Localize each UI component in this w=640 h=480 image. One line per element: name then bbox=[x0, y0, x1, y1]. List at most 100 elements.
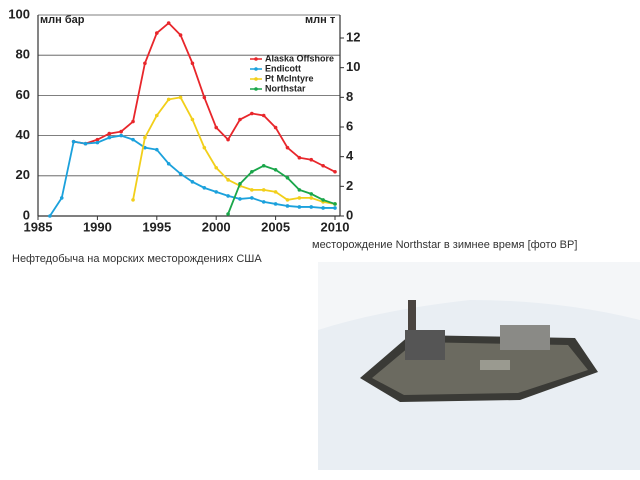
data-point bbox=[48, 214, 52, 218]
data-point bbox=[202, 95, 207, 100]
data-point bbox=[261, 113, 266, 118]
data-point bbox=[250, 188, 254, 192]
data-point bbox=[285, 198, 290, 202]
y2-axis-label: млн т bbox=[305, 14, 336, 26]
legend-label: Northstar bbox=[265, 83, 306, 93]
data-point bbox=[178, 33, 183, 37]
x-tick-label: 1995 bbox=[142, 219, 171, 234]
data-point bbox=[143, 135, 147, 140]
data-point bbox=[285, 145, 290, 150]
x-tick-label: 1985 bbox=[24, 219, 53, 234]
caption-text: Нефтедобыча на морских месторождениях СШ… bbox=[12, 253, 262, 265]
y2-tick-label: 4 bbox=[346, 148, 354, 163]
data-point bbox=[238, 117, 242, 122]
y-tick-label: 20 bbox=[16, 167, 30, 182]
y-tick-label: 40 bbox=[16, 127, 30, 142]
legend-marker bbox=[254, 67, 258, 71]
y2-tick-label: 0 bbox=[346, 207, 353, 222]
data-point bbox=[261, 188, 266, 192]
x-tick-label: 2000 bbox=[202, 219, 231, 234]
data-point bbox=[309, 192, 314, 196]
y2-tick-label: 6 bbox=[346, 118, 353, 133]
data-point bbox=[333, 169, 337, 174]
data-point bbox=[178, 95, 183, 100]
data-point bbox=[273, 125, 278, 130]
x-tick-label: 2010 bbox=[321, 219, 350, 234]
data-point bbox=[166, 97, 171, 102]
data-point bbox=[71, 139, 76, 144]
data-point bbox=[261, 163, 266, 168]
data-point bbox=[83, 141, 88, 146]
data-point bbox=[131, 198, 135, 202]
data-point bbox=[119, 129, 123, 134]
data-point bbox=[131, 119, 135, 124]
data-point bbox=[273, 202, 278, 206]
y2-tick-label: 2 bbox=[346, 178, 353, 193]
y-tick-label: 100 bbox=[8, 6, 30, 21]
data-point bbox=[297, 188, 302, 192]
data-point bbox=[250, 196, 254, 200]
series-line bbox=[132, 96, 336, 205]
data-point bbox=[95, 140, 100, 145]
data-point bbox=[321, 206, 325, 210]
data-point bbox=[155, 31, 159, 35]
legend-label: Alaska Offshore bbox=[265, 53, 334, 63]
data-point bbox=[333, 202, 337, 206]
y-tick-label: 0 bbox=[23, 207, 30, 222]
legend-marker bbox=[254, 87, 258, 91]
y2-tick-label: 10 bbox=[346, 59, 360, 74]
data-point bbox=[297, 196, 302, 200]
data-point bbox=[238, 197, 242, 201]
data-point bbox=[285, 204, 290, 208]
data-point bbox=[155, 147, 159, 152]
data-point bbox=[166, 161, 171, 166]
data-point bbox=[59, 196, 64, 200]
data-point bbox=[166, 21, 171, 25]
data-point bbox=[214, 165, 218, 170]
data-point bbox=[190, 180, 195, 184]
data-point bbox=[226, 178, 230, 182]
data-point bbox=[297, 155, 302, 160]
data-point bbox=[143, 61, 147, 66]
data-point bbox=[178, 171, 183, 176]
data-point bbox=[190, 61, 195, 66]
data-point bbox=[250, 169, 254, 174]
data-point bbox=[107, 135, 112, 140]
data-point bbox=[321, 163, 325, 168]
y-axis-label: млн бар bbox=[40, 14, 85, 26]
data-point bbox=[273, 190, 278, 194]
data-point bbox=[238, 182, 242, 186]
data-point bbox=[226, 212, 230, 216]
legend-marker bbox=[254, 77, 258, 81]
data-point bbox=[226, 194, 230, 198]
data-point bbox=[107, 131, 112, 136]
data-point bbox=[261, 200, 266, 204]
data-point bbox=[190, 117, 195, 122]
data-point bbox=[297, 205, 302, 209]
legend-label: Endicott bbox=[265, 63, 301, 73]
data-point bbox=[250, 111, 254, 116]
data-point bbox=[119, 133, 123, 138]
y2-tick-label: 8 bbox=[346, 89, 353, 104]
data-point bbox=[131, 137, 135, 142]
x-tick-label: 1990 bbox=[83, 219, 112, 234]
data-point bbox=[155, 113, 159, 118]
data-point bbox=[309, 196, 314, 200]
y-tick-label: 60 bbox=[16, 87, 30, 102]
legend-label: Pt McIntyre bbox=[265, 73, 314, 83]
data-point bbox=[214, 125, 218, 130]
data-point bbox=[214, 190, 218, 194]
y-tick-label: 80 bbox=[16, 47, 30, 62]
photo bbox=[318, 262, 640, 470]
data-point bbox=[273, 167, 278, 172]
data-point bbox=[285, 176, 290, 180]
data-point bbox=[309, 157, 314, 162]
x-tick-label: 2005 bbox=[261, 219, 290, 234]
data-point bbox=[321, 198, 325, 202]
data-point bbox=[202, 145, 207, 150]
data-point bbox=[309, 205, 314, 209]
y2-tick-label: 12 bbox=[346, 29, 360, 44]
data-point bbox=[226, 137, 230, 142]
photo-caption: месторождение Northstar в зимнее время [… bbox=[312, 239, 577, 251]
data-point bbox=[95, 137, 100, 142]
